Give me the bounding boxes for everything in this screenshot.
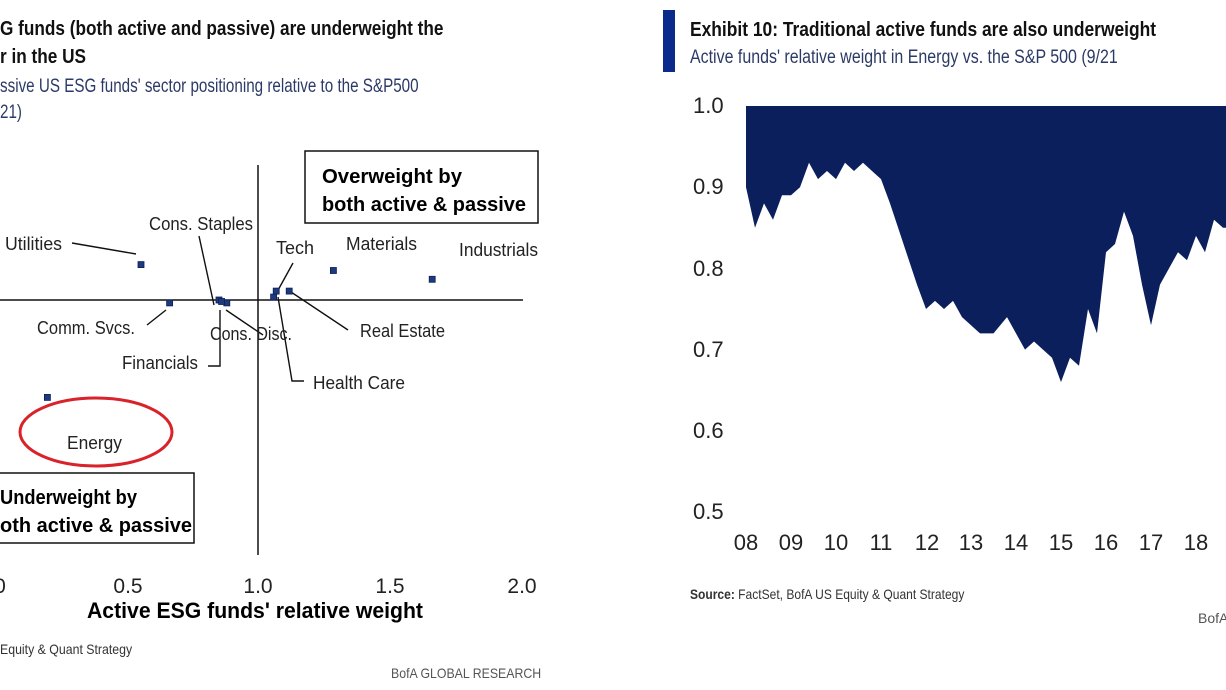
x-tick-14: 14 <box>1004 530 1028 555</box>
left-source: Equity & Quant Strategy <box>0 641 150 657</box>
left-footer: BofA GLOBAL RESEARCH <box>391 665 562 681</box>
x-tick-17: 17 <box>1139 530 1163 555</box>
underweight-box-line1: Underweight by <box>0 487 138 509</box>
right-footer: BofA <box>1198 610 1226 626</box>
left-chart-title: G funds (both active and passive) are un… <box>0 18 516 41</box>
accent-bar <box>663 10 675 72</box>
scatter-point-utilities <box>137 261 145 269</box>
scatter-point-financials <box>218 298 226 305</box>
x-tick-0: 0 <box>0 575 6 598</box>
x-tick-10: 10 <box>824 530 848 555</box>
scatter-point-industrials <box>428 275 436 283</box>
leader-financials <box>208 310 221 367</box>
x-tick-12: 12 <box>915 530 939 555</box>
x-tick-0-5: 0.5 <box>113 575 142 598</box>
label-financials: Financials <box>122 353 198 373</box>
left-title-line2: r in the US <box>0 46 87 68</box>
x-tick-08: 08 <box>734 530 758 555</box>
area-series-fill <box>746 106 1226 383</box>
scatter-point-comm-svcs <box>166 299 174 307</box>
x-tick-09: 09 <box>779 530 803 555</box>
scatter-point-materials <box>329 267 337 274</box>
leader-lines <box>71 235 349 382</box>
energy-highlight-circle <box>18 396 174 468</box>
scatter-point-health-care <box>270 293 278 301</box>
leader-tech <box>276 262 294 293</box>
right-source: Source: FactSet, BofA US Equity & Quant … <box>690 586 1009 602</box>
leader-comm-svcs <box>146 309 167 326</box>
x-tick-16: 16 <box>1094 530 1118 555</box>
label-utilities: Utilities <box>5 234 62 254</box>
x-tick-13: 13 <box>959 530 983 555</box>
right-chart-subtitle: Active funds' relative weight in Energy … <box>690 47 1199 69</box>
left-chart-subtitle: ssive US ESG funds' sector positioning r… <box>0 76 523 98</box>
right-title-text: Exhibit 10: Traditional active funds are… <box>690 19 1157 41</box>
right-source-text: FactSet, BofA US Equity & Quant Strategy <box>738 586 965 602</box>
leader-cons-disc <box>225 309 264 336</box>
overweight-box <box>304 150 539 224</box>
scatter-x-axis-label: Active ESG funds' relative weight <box>87 598 424 623</box>
label-cons-staples: Cons. Staples <box>149 214 253 234</box>
label-materials: Materials <box>346 234 417 254</box>
right-source-label: Source: <box>690 586 735 602</box>
scatter-x-ticks: 0 0.5 1.0 1.5 2.0 <box>0 575 537 598</box>
left-source-text: Equity & Quant Strategy <box>0 641 133 657</box>
leader-cons-staples <box>198 235 215 306</box>
left-subtitle-line1: ssive US ESG funds' sector positioning r… <box>0 76 419 97</box>
x-tick-18: 18 <box>1184 530 1208 555</box>
area-chart: 1.0 0.9 0.8 0.7 0.6 0.5 08 09 10 11 12 1… <box>693 93 1226 555</box>
x-tick-15: 15 <box>1049 530 1073 555</box>
right-exhibit-panel: Exhibit 10: Traditional active funds are… <box>660 0 1226 690</box>
scatter-points <box>44 261 436 401</box>
left-chart-subtitle-2: 21) <box>0 102 27 124</box>
x-tick-1-0: 1.0 <box>243 575 272 598</box>
left-subtitle-line2: 21) <box>0 102 22 123</box>
x-tick-11: 11 <box>870 530 893 555</box>
y-tick-0-9: 0.9 <box>693 174 724 199</box>
overweight-box-line2: both active & passive <box>322 194 526 216</box>
label-cons-disc: Cons. Disc. <box>210 324 292 344</box>
label-comm-svcs: Comm. Svcs. <box>37 318 135 338</box>
label-real-estate: Real Estate <box>360 321 445 341</box>
right-subtitle-text: Active funds' relative weight in Energy … <box>690 47 1118 68</box>
label-health-care: Health Care <box>313 373 405 393</box>
scatter-point-energy <box>44 393 51 401</box>
y-tick-0-5: 0.5 <box>693 499 724 524</box>
y-tick-0-7: 0.7 <box>693 337 724 362</box>
scatter-point-tech <box>272 287 280 295</box>
leader-health-care <box>277 296 304 382</box>
leader-real-estate <box>287 289 349 331</box>
label-industrials: Industrials <box>459 240 538 260</box>
x-tick-2-0: 2.0 <box>507 575 536 598</box>
right-footer-text: BofA <box>1198 610 1226 626</box>
left-exhibit-panel: G funds (both active and passive) are un… <box>0 0 600 690</box>
underweight-box <box>0 472 195 544</box>
scatter-point-real-estate <box>285 287 293 295</box>
label-tech: Tech <box>276 238 314 258</box>
right-chart-title: Exhibit 10: Traditional active funds are… <box>690 19 1226 42</box>
label-energy: Energy <box>67 433 122 453</box>
y-tick-0-6: 0.6 <box>693 418 724 443</box>
area-y-ticks: 1.0 0.9 0.8 0.7 0.6 0.5 <box>693 93 724 524</box>
underweight-box-line2: oth active & passive <box>0 515 192 537</box>
x-tick-1-5: 1.5 <box>375 575 404 598</box>
y-tick-1-0: 1.0 <box>693 93 724 118</box>
left-title-line1: G funds (both active and passive) are un… <box>0 18 444 40</box>
left-footer-text: BofA GLOBAL RESEARCH <box>391 665 542 681</box>
scatter-chart: Overweight by both active & passive Unde… <box>0 150 539 623</box>
y-tick-0-8: 0.8 <box>693 256 724 281</box>
area-x-ticks: 08 09 10 11 12 13 14 15 16 17 18 <box>734 530 1208 555</box>
point-labels: Utilities Cons. Staples Tech Materials I… <box>5 214 538 453</box>
left-chart-title-2: r in the US <box>0 46 100 69</box>
overweight-box-line1: Overweight by <box>322 166 463 188</box>
leader-utilities <box>71 242 137 255</box>
